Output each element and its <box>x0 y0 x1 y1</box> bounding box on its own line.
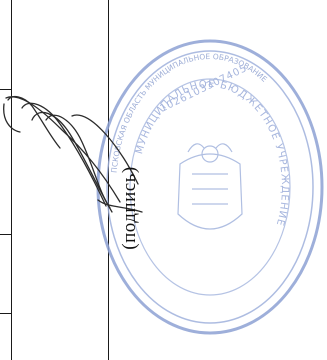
signature-caption: (подпись) <box>119 166 140 250</box>
handwritten-signature <box>3 95 143 213</box>
table-row-divider <box>0 313 12 314</box>
seal-inner-text: МУНИЦИПАЛЬНОЕ БЮДЖЕТНОЕ УЧРЕЖДЕНИЕ <box>134 79 290 228</box>
official-seal-stamp: ПСКОВСКАЯ ОБЛАСТЬ МУНИЦИПАЛЬНОЕ ОБРАЗОВА… <box>96 39 324 335</box>
table-row-divider <box>0 234 12 235</box>
table-row-divider <box>0 89 12 90</box>
table-column-divider <box>108 0 109 360</box>
table-border-left <box>11 0 12 360</box>
coat-of-arms-emblem <box>177 143 243 230</box>
